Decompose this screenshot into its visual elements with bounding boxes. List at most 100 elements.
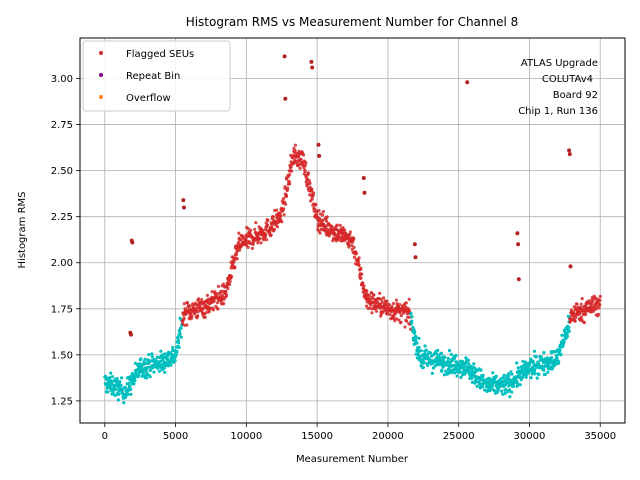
- flagged-seu-point: [323, 226, 327, 230]
- flagged-seu-outlier-point: [316, 142, 321, 147]
- measurement-point: [159, 365, 163, 369]
- flagged-seu-point: [365, 304, 369, 308]
- measurement-point: [518, 375, 522, 379]
- flagged-seu-point: [228, 279, 232, 283]
- flagged-seu-point: [233, 265, 237, 269]
- x-tick-label: 10000: [230, 431, 262, 442]
- x-axis-label: Measurement Number: [296, 454, 409, 465]
- measurement-point: [116, 398, 120, 402]
- measurement-point: [458, 370, 462, 374]
- measurement-point: [129, 392, 133, 396]
- flagged-seu-point: [197, 297, 201, 301]
- flagged-seu-point: [301, 153, 306, 157]
- measurement-point: [499, 389, 503, 393]
- flagged-seu-point: [299, 157, 303, 162]
- flagged-seu-point: [372, 293, 376, 297]
- measurement-point: [558, 348, 562, 352]
- flagged-seu-point: [395, 302, 399, 306]
- measurement-point: [516, 366, 521, 370]
- measurement-point: [132, 382, 136, 386]
- flagged-seu-point: [397, 318, 401, 322]
- measurement-point: [542, 351, 546, 355]
- measurement-point: [163, 370, 167, 374]
- measurement-point: [410, 319, 414, 323]
- measurement-point: [549, 358, 553, 362]
- measurement-point: [529, 376, 533, 380]
- flagged-seu-point: [368, 297, 372, 302]
- y-tick-label: 3.00: [51, 74, 73, 85]
- measurement-point: [562, 339, 566, 344]
- flagged-seu-point: [320, 218, 324, 222]
- measurement-point: [531, 360, 535, 364]
- flagged-seu-point: [293, 143, 297, 147]
- flagged-seu-point: [284, 194, 289, 198]
- measurement-point: [133, 379, 137, 383]
- flagged-seu-point: [390, 304, 394, 309]
- measurement-point: [542, 368, 546, 372]
- measurement-point: [435, 352, 439, 356]
- flagged-seu-point: [583, 312, 588, 317]
- flagged-seu-point: [308, 181, 312, 185]
- measurement-point: [120, 376, 124, 380]
- legend-label-overflow: Overflow: [126, 93, 171, 104]
- measurement-point: [518, 383, 522, 387]
- flagged-seu-point: [264, 232, 268, 236]
- flagged-seu-point: [597, 312, 601, 316]
- flagged-seu-point: [398, 311, 402, 315]
- flagged-seu-outlier-point: [310, 65, 315, 70]
- measurement-point: [555, 357, 559, 361]
- measurement-point: [118, 380, 122, 384]
- flagged-seu-point: [370, 311, 374, 315]
- y-tick-label: 2.25: [51, 212, 73, 223]
- measurement-point: [491, 371, 495, 375]
- measurement-point: [548, 361, 552, 365]
- flagged-seu-point: [237, 231, 241, 235]
- flagged-seu-point: [297, 155, 301, 159]
- flagged-seu-point: [204, 311, 208, 315]
- flagged-seu-point: [210, 290, 214, 294]
- measurement-point: [423, 344, 427, 348]
- flagged-seu-point: [362, 284, 366, 288]
- legend-label-repeat-bin: Repeat Bin: [126, 71, 180, 82]
- flagged-seu-point: [265, 238, 269, 242]
- measurement-point: [430, 371, 434, 375]
- flagged-seu-point: [258, 237, 262, 241]
- flagged-seu-point: [311, 193, 315, 197]
- measurement-point: [147, 353, 151, 357]
- measurement-point: [481, 373, 485, 377]
- measurement-point: [533, 368, 537, 372]
- measurement-point: [521, 359, 525, 363]
- flagged-seu-point: [598, 298, 602, 302]
- flagged-seu-point: [399, 314, 403, 318]
- flagged-seu-point: [357, 263, 361, 267]
- flagged-seu-point: [352, 245, 356, 249]
- measurement-point: [127, 384, 132, 388]
- measurement-point: [115, 377, 119, 381]
- flagged-seu-outlier-point: [413, 255, 418, 260]
- flagged-seu-outlier-point: [516, 242, 521, 247]
- flagged-seu-point: [311, 191, 316, 195]
- measurement-point: [165, 357, 169, 361]
- flagged-seu-point: [328, 231, 332, 235]
- flagged-seu-point: [271, 215, 275, 219]
- flagged-seu-point: [216, 292, 220, 296]
- measurement-point: [550, 356, 554, 360]
- measurement-point: [143, 362, 147, 366]
- measurement-point: [534, 355, 538, 359]
- flagged-seu-point: [573, 319, 577, 323]
- measurement-point: [109, 371, 113, 375]
- flagged-seu-point: [216, 307, 220, 311]
- flagged-seu-point: [196, 314, 200, 318]
- measurement-point: [440, 368, 444, 372]
- measurement-point: [146, 365, 150, 369]
- measurement-point: [119, 383, 123, 387]
- measurement-point: [510, 390, 514, 394]
- flagged-seu-point: [226, 286, 230, 291]
- flagged-seu-point: [580, 297, 584, 301]
- x-tick-label: 30000: [514, 431, 546, 442]
- flagged-seu-point: [404, 301, 408, 305]
- flagged-seu-point: [348, 233, 352, 237]
- flagged-seu-point: [370, 291, 374, 295]
- measurement-point: [114, 387, 118, 391]
- flagged-seu-point: [314, 202, 318, 207]
